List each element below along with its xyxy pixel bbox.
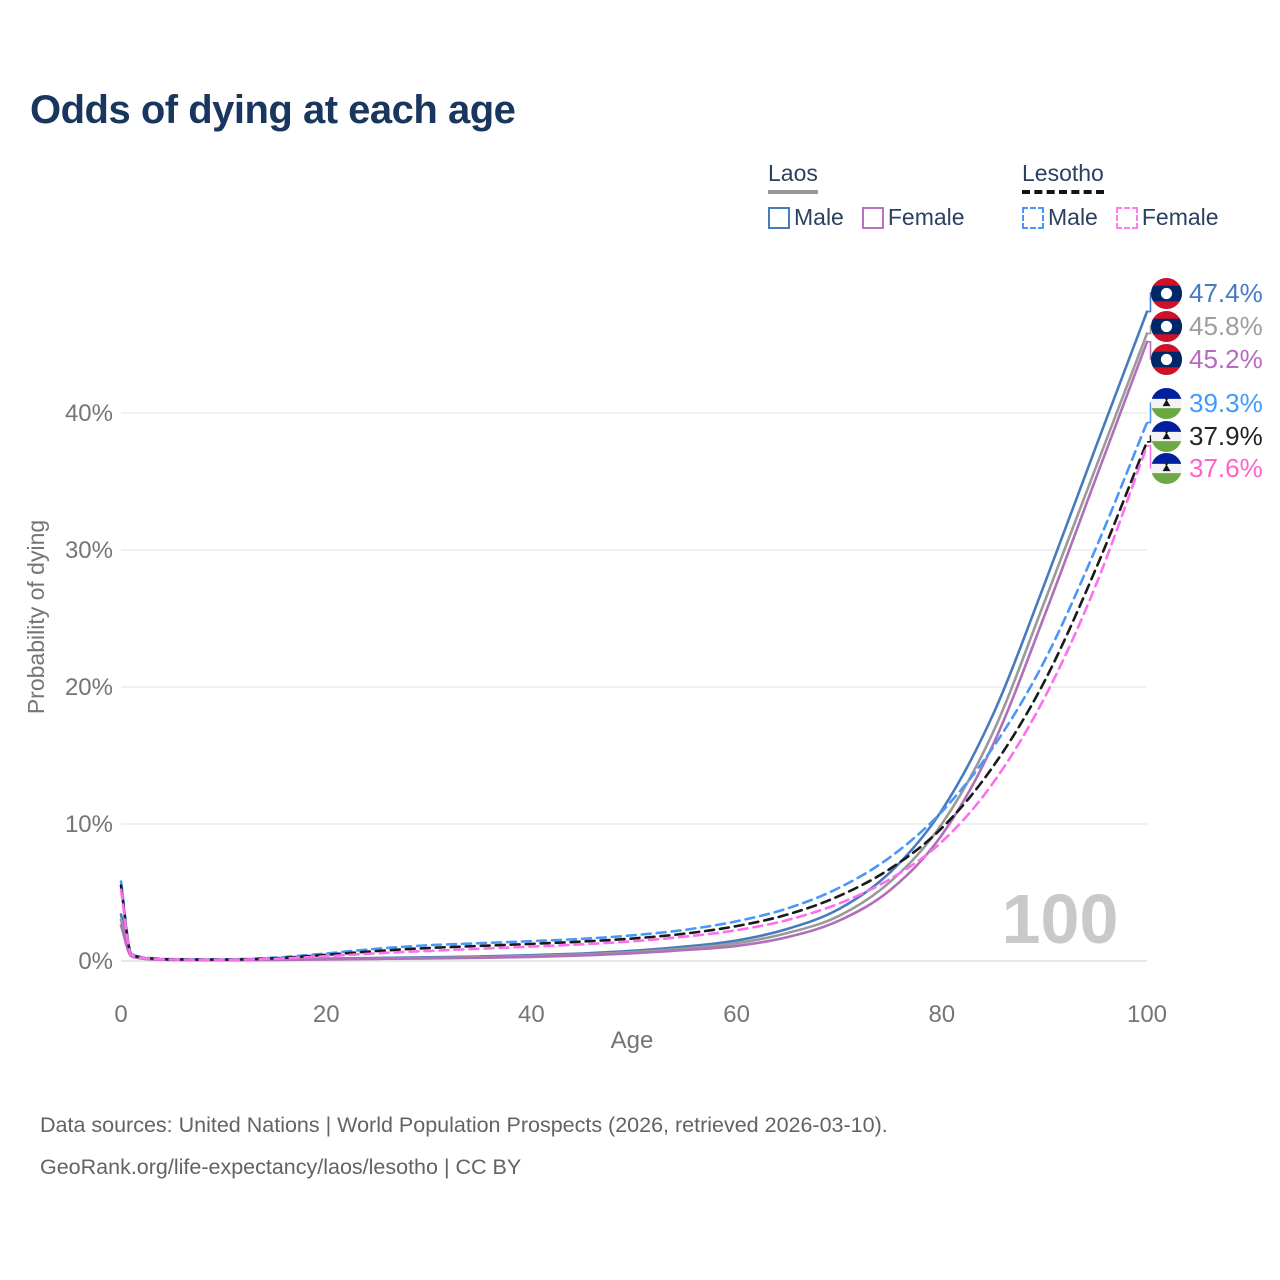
legend-country-laos: Laos bbox=[768, 160, 818, 194]
x-tick-100: 100 bbox=[1127, 1001, 1167, 1028]
footer-attribution: GeoRank.org/life-expectancy/laos/lesotho… bbox=[40, 1155, 522, 1179]
y-tick-40%: 40% bbox=[65, 400, 113, 427]
legend-item-label: Female bbox=[887, 204, 965, 230]
legend-item-label: Male bbox=[1048, 204, 1098, 230]
end-label-value: 39.3% bbox=[1189, 387, 1263, 418]
y-tick-10%: 10% bbox=[65, 811, 113, 838]
curve-lesotho-both-sexes bbox=[119, 440, 1149, 961]
page-title: Odds of dying at each age bbox=[30, 88, 516, 132]
y-tick-0%: 0% bbox=[78, 948, 113, 975]
x-tick-80: 80 bbox=[928, 1001, 955, 1028]
x-tick-0: 0 bbox=[114, 1001, 127, 1028]
x-tick-20: 20 bbox=[313, 1001, 340, 1028]
lesotho-flag-icon bbox=[1151, 387, 1182, 419]
legend-item-label: Female bbox=[1141, 204, 1219, 230]
legend-item-laos-female[interactable]: Female bbox=[861, 204, 965, 231]
legend-country-lesotho: Lesotho bbox=[1022, 160, 1104, 194]
curve-laos-male bbox=[119, 310, 1149, 962]
end-label-lesotho-female: 37.6% bbox=[1151, 452, 1263, 484]
end-label-value: 45.2% bbox=[1189, 343, 1263, 374]
x-tick-60: 60 bbox=[723, 1001, 750, 1028]
curve-laos-both-sexes bbox=[119, 332, 1149, 962]
x-axis-label: Age bbox=[611, 1027, 654, 1054]
curve-lesotho-male bbox=[119, 421, 1149, 961]
y-axis-label: Probability of dying bbox=[23, 520, 49, 714]
age-watermark: 100 bbox=[1002, 880, 1119, 958]
lesotho-flag-icon bbox=[1151, 452, 1182, 484]
footer-data-sources: Data sources: United Nations | World Pop… bbox=[40, 1113, 888, 1137]
laos-flag-icon bbox=[1151, 343, 1182, 375]
legend-swatch-icon bbox=[768, 206, 790, 229]
end-label-laos-both-sexes: 45.8% bbox=[1151, 310, 1263, 342]
lesotho-flag-icon bbox=[1151, 420, 1182, 452]
end-label-laos-female: 45.2% bbox=[1151, 343, 1263, 375]
legend-item-lesotho-female[interactable]: Female bbox=[1115, 204, 1219, 231]
end-label-value: 37.9% bbox=[1189, 420, 1263, 451]
end-label-value: 37.6% bbox=[1189, 452, 1263, 483]
curve-laos-female bbox=[119, 340, 1149, 962]
end-label-lesotho-male: 39.3% bbox=[1151, 387, 1263, 419]
laos-flag-icon bbox=[1151, 310, 1182, 342]
y-tick-20%: 20% bbox=[65, 674, 113, 701]
legend-item-laos-male[interactable]: Male bbox=[768, 204, 844, 231]
legend-group-lesotho: Lesotho Male Female bbox=[1022, 160, 1237, 231]
end-label-value: 45.8% bbox=[1189, 310, 1263, 341]
legend-item-lesotho-male[interactable]: Male bbox=[1022, 204, 1098, 231]
legend-swatch-icon bbox=[1115, 206, 1138, 229]
legend-group-laos: Laos Male Female bbox=[768, 160, 983, 231]
laos-flag-icon bbox=[1151, 277, 1182, 309]
end-label-value: 47.4% bbox=[1189, 277, 1263, 308]
legend-swatch-icon bbox=[1022, 206, 1044, 229]
legend-swatch-icon bbox=[861, 206, 884, 229]
end-label-lesotho-both-sexes: 37.9% bbox=[1151, 420, 1263, 452]
footer: Data sources: United Nations | World Pop… bbox=[40, 1104, 888, 1188]
x-tick-40: 40 bbox=[518, 1001, 545, 1028]
legend-item-label: Male bbox=[794, 204, 844, 230]
end-label-laos-male: 47.4% bbox=[1151, 277, 1263, 309]
y-tick-30%: 30% bbox=[65, 537, 113, 564]
curve-lesotho-female bbox=[119, 444, 1149, 962]
